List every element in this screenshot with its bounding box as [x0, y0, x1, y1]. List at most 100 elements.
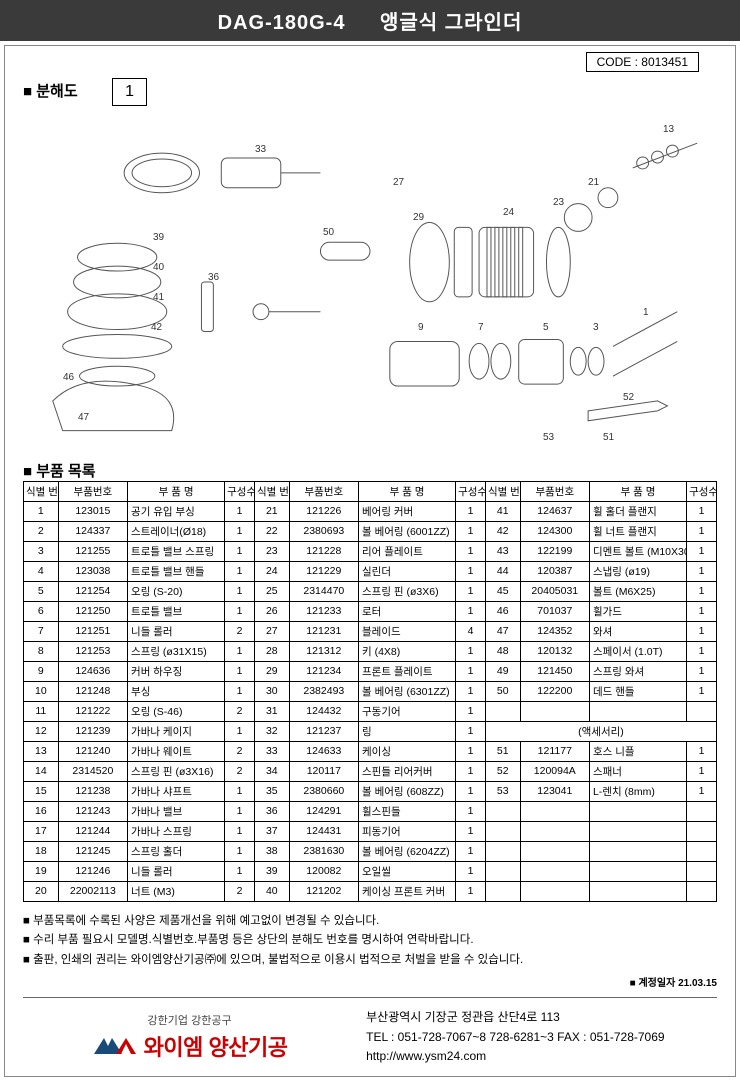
cell-id: 28 [254, 641, 289, 661]
cell-name: 프론트 플레이트 [359, 661, 456, 681]
cell-qty: 4 [456, 621, 486, 641]
cell-qty: 2 [225, 881, 255, 901]
cell-name: 스패너 [589, 761, 686, 781]
callout: 1 [643, 307, 649, 318]
cell-qty: 1 [456, 761, 486, 781]
cell-name: 트로틀 밸브 [128, 601, 225, 621]
note-line: 부품목록에 수록된 사양은 제품개선을 위해 예고없이 변경될 수 있습니다. [23, 912, 717, 932]
cell-id: 21 [254, 501, 289, 521]
cell-name: 커버 하우징 [128, 661, 225, 681]
cell-qty: 2 [225, 761, 255, 781]
footer-left: 강한기업 강한공구 와이엠 양산기공 [23, 1012, 356, 1062]
cell-partno: 124636 [58, 661, 127, 681]
cell-blank [485, 821, 520, 841]
callout: 36 [208, 272, 219, 283]
cell-qty: 1 [456, 741, 486, 761]
cell-name: 니들 롤러 [128, 861, 225, 881]
cell-qty: 1 [456, 881, 486, 901]
parts-table-head: 식별 번호 부품번호 부 품 명 구성수 식별 번호 부품번호 부 품 명 구성… [24, 481, 717, 501]
cell-id: 25 [254, 581, 289, 601]
table-row: 6121250트로틀 밸브126121233로터146701037휠가드1 [24, 601, 717, 621]
content-frame: CODE : 8013451 분해도 1 [4, 45, 736, 1077]
cell-qty: 1 [225, 501, 255, 521]
cell-partno: 121231 [289, 621, 358, 641]
cell-name: 오링 (S-46) [128, 701, 225, 721]
section-diagram-label: 분해도 [23, 80, 78, 101]
table-row: 13121240가바나 웨이트233124633케이싱151121177호스 니… [24, 741, 717, 761]
cell-id: 35 [254, 781, 289, 801]
cell-name: 디멘트 볼트 (M10X30) [589, 541, 686, 561]
cell-qty: 1 [225, 841, 255, 861]
cell-name: 니들 롤러 [128, 621, 225, 641]
cell-qty: 1 [225, 661, 255, 681]
cell-blank [687, 881, 717, 901]
cell-name: 스프링 홀더 [128, 841, 225, 861]
cell-qty: 1 [687, 601, 717, 621]
cell-id: 4 [24, 561, 59, 581]
cell-qty: 1 [225, 781, 255, 801]
col-name: 부 품 명 [359, 481, 456, 501]
cell-qty: 1 [456, 701, 486, 721]
cell-id: 16 [24, 801, 59, 821]
cell-name: 가바나 밸브 [128, 801, 225, 821]
cell-partno: 120117 [289, 761, 358, 781]
callout: 50 [323, 227, 334, 238]
cell-blank [485, 841, 520, 861]
cell-partno: 121243 [58, 801, 127, 821]
callout: 41 [153, 292, 164, 303]
cell-blank [687, 821, 717, 841]
cell-blank [687, 861, 717, 881]
table-row: 2124337스트레이너(Ø18)1222380693볼 베어링 (6001ZZ… [24, 521, 717, 541]
cell-id: 26 [254, 601, 289, 621]
table-row: 19121246니들 롤러139120082오일씰1 [24, 861, 717, 881]
cell-blank [520, 861, 589, 881]
cell-partno: 124432 [289, 701, 358, 721]
cell-blank [687, 701, 717, 721]
cell-name: 리어 플레이트 [359, 541, 456, 561]
cell-blank [589, 701, 686, 721]
cell-name: 휠 홀더 플랜지 [589, 501, 686, 521]
accessory-header: (액세서리) [485, 721, 716, 741]
cell-partno: 121237 [289, 721, 358, 741]
cell-partno: 124633 [289, 741, 358, 761]
cell-id: 42 [485, 521, 520, 541]
cell-name: 스프링 (ø31X15) [128, 641, 225, 661]
footer-tel: TEL : 051-728-7067~8 728-6281~3 FAX : 05… [366, 1028, 717, 1047]
table-row: 10121248부싱1302382493볼 베어링 (6301ZZ)150122… [24, 681, 717, 701]
notes: 부품목록에 수록된 사양은 제품개선을 위해 예고없이 변경될 수 있습니다. … [23, 912, 717, 971]
cell-id: 30 [254, 681, 289, 701]
callout: 46 [63, 372, 74, 383]
cell-partno: 121202 [289, 881, 358, 901]
note-line: 수리 부품 필요시 모델명.식별번호.부품명 등은 상단의 분해도 번호를 명시… [23, 931, 717, 951]
cell-qty: 1 [687, 781, 717, 801]
cell-partno: 121250 [58, 601, 127, 621]
code-label: CODE : [597, 55, 642, 69]
table-row: 18121245스프링 홀더1382381630볼 베어링 (6204ZZ)1 [24, 841, 717, 861]
cell-name: 휠가드 [589, 601, 686, 621]
cell-partno: 123015 [58, 501, 127, 521]
cell-qty: 1 [456, 801, 486, 821]
cell-partno: 121246 [58, 861, 127, 881]
table-row: 15121238가바나 샤프트1352380660볼 베어링 (608ZZ)15… [24, 781, 717, 801]
cell-id: 11 [24, 701, 59, 721]
col-qty: 구성수 [687, 481, 717, 501]
product-title: 앵글식 그라인더 [380, 12, 522, 34]
cell-name: 스프링 와셔 [589, 661, 686, 681]
callout: 5 [543, 322, 549, 333]
cell-partno: 121228 [289, 541, 358, 561]
cell-partno: 124291 [289, 801, 358, 821]
cell-qty: 1 [687, 641, 717, 661]
cell-partno: 121234 [289, 661, 358, 681]
cell-name: 오링 (S-20) [128, 581, 225, 601]
diagram-svg [23, 112, 717, 442]
cell-qty: 1 [225, 601, 255, 621]
footer-right: 부산광역시 기장군 정관읍 산단4로 113 TEL : 051-728-706… [356, 1008, 717, 1066]
callout: 29 [413, 212, 424, 223]
cell-partno: 2380693 [289, 521, 358, 541]
code-value: 8013451 [641, 55, 688, 69]
cell-qty: 1 [225, 641, 255, 661]
cell-partno: 121239 [58, 721, 127, 741]
cell-name: 트로틀 밸브 스프링 [128, 541, 225, 561]
cell-name: 피동기어 [359, 821, 456, 841]
table-row: 11121222오링 (S-46)231124432구동기어1 [24, 701, 717, 721]
